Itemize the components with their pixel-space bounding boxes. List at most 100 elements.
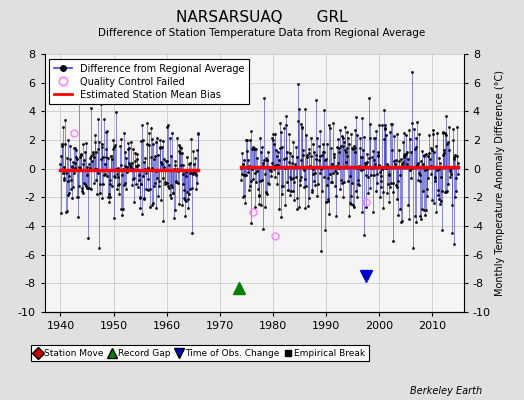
Point <box>338 180 346 186</box>
Point <box>70 144 78 151</box>
Point <box>408 120 416 126</box>
Point <box>155 137 163 143</box>
Point <box>128 181 136 188</box>
Point <box>297 157 305 164</box>
Point <box>389 180 397 186</box>
Point <box>168 130 176 137</box>
Point <box>347 193 356 199</box>
Point <box>300 167 308 174</box>
Point <box>268 134 276 141</box>
Point <box>453 170 462 177</box>
Point <box>93 191 101 197</box>
Point <box>352 113 361 120</box>
Point <box>151 153 159 159</box>
Point <box>387 121 396 128</box>
Point <box>410 126 418 132</box>
Point <box>371 160 379 167</box>
Point <box>364 174 373 180</box>
Point <box>79 190 87 196</box>
Point <box>282 113 290 119</box>
Point <box>167 152 175 159</box>
Point <box>443 140 451 147</box>
Point <box>300 106 309 112</box>
Point <box>84 185 92 191</box>
Point <box>329 120 337 126</box>
Point <box>378 166 386 172</box>
Point <box>432 143 441 149</box>
Point <box>287 176 295 183</box>
Point <box>299 147 307 154</box>
Point <box>243 164 252 171</box>
Point <box>449 137 457 143</box>
Point <box>301 205 310 212</box>
Point <box>188 230 196 236</box>
Point <box>180 187 188 193</box>
Point <box>262 155 270 161</box>
Point <box>376 169 385 176</box>
Point <box>322 141 331 148</box>
Point <box>286 173 294 180</box>
Point <box>285 159 293 165</box>
Point <box>399 152 408 158</box>
Point <box>242 137 250 143</box>
Point <box>339 194 347 200</box>
Point <box>264 149 272 155</box>
Point <box>391 182 400 188</box>
Point <box>428 197 436 204</box>
Point <box>248 166 256 172</box>
Point <box>79 161 88 168</box>
Point <box>359 166 367 172</box>
Point <box>374 152 383 158</box>
Point <box>399 158 407 165</box>
Point <box>81 148 89 155</box>
Point <box>181 196 189 203</box>
Point <box>399 138 407 145</box>
Point <box>442 132 450 138</box>
Point <box>132 181 140 187</box>
Point <box>237 150 246 156</box>
Point <box>396 164 405 170</box>
Point <box>249 146 258 152</box>
Point <box>100 172 108 178</box>
Point <box>281 165 289 171</box>
Point <box>190 160 199 167</box>
Point <box>427 163 435 170</box>
Point <box>356 144 365 151</box>
Point <box>435 160 444 166</box>
Point <box>169 190 178 196</box>
Point <box>192 172 200 178</box>
Point <box>255 193 264 200</box>
Point <box>333 170 341 176</box>
Point <box>138 210 146 217</box>
Point <box>320 106 329 113</box>
Point <box>278 182 286 189</box>
Point <box>187 136 195 142</box>
Point <box>266 167 274 173</box>
Point <box>414 177 422 184</box>
Point <box>413 162 421 168</box>
Point <box>324 175 333 182</box>
Point <box>347 131 355 137</box>
Point <box>184 196 192 202</box>
Point <box>137 137 145 144</box>
Point <box>327 145 335 151</box>
Point <box>194 130 202 136</box>
Point <box>129 146 138 152</box>
Point <box>82 183 90 190</box>
Point <box>350 143 358 149</box>
Point <box>342 153 351 160</box>
Point <box>281 122 290 128</box>
Point <box>308 141 316 148</box>
Point <box>158 138 167 144</box>
Point <box>172 178 180 184</box>
Point <box>59 170 67 176</box>
Point <box>328 160 336 167</box>
Point <box>345 141 353 147</box>
Point <box>120 182 128 188</box>
Point <box>150 156 158 163</box>
Point <box>381 126 390 132</box>
Point <box>273 152 281 159</box>
Point <box>192 186 200 192</box>
Point <box>259 226 268 233</box>
Point <box>96 189 104 196</box>
